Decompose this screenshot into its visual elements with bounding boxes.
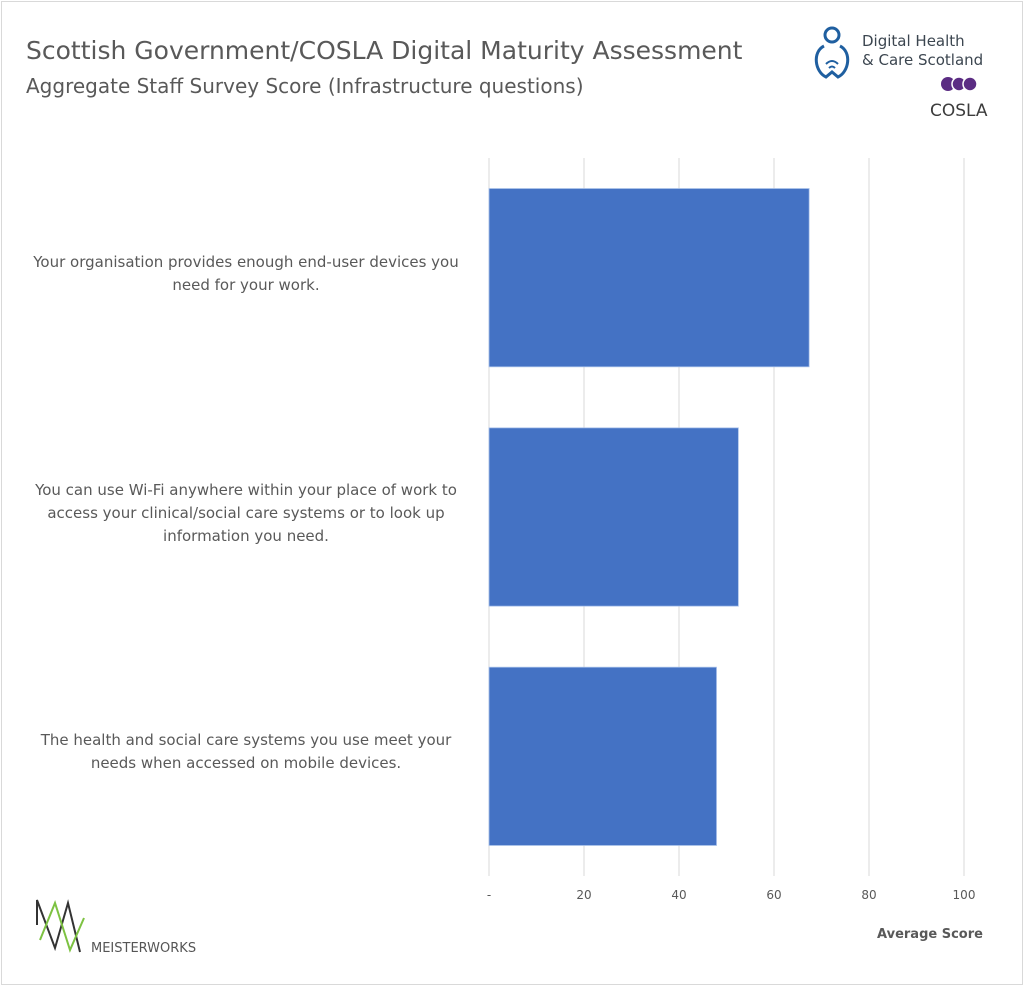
x-tick-label: 80 xyxy=(861,888,877,902)
category-label-line: information you need. xyxy=(163,526,329,545)
category-label-line: access your clinical/social care systems… xyxy=(47,503,445,522)
chart-title: Scottish Government/COSLA Digital Maturi… xyxy=(26,36,743,65)
dhcs-line1: Digital Health xyxy=(862,32,965,50)
category-label: You can use Wi-Fi anywhere within your p… xyxy=(16,479,476,548)
category-label: Your organisation provides enough end-us… xyxy=(16,251,476,297)
category-label-line: needs when accessed on mobile devices. xyxy=(90,754,402,773)
bar xyxy=(488,427,739,607)
category-label-line: The health and social care systems you u… xyxy=(40,731,452,750)
x-tick-label: 20 xyxy=(576,888,592,902)
bar xyxy=(488,666,717,846)
category-label-line: need for your work. xyxy=(172,275,320,294)
dhcs-line2: & Care Scotland xyxy=(862,51,984,69)
x-tick-label: 100 xyxy=(952,888,976,902)
meisterworks-logo-text: MEISTERWORKS xyxy=(91,941,197,956)
category-label-line: Your organisation provides enough end-us… xyxy=(33,252,459,271)
category-label: The health and social care systems you u… xyxy=(16,729,476,775)
dhcs-logo-text: Digital Health & Care Scotland xyxy=(862,32,983,70)
bar xyxy=(488,188,810,368)
x-tick-label: 40 xyxy=(671,888,687,902)
x-tick-label: - xyxy=(486,888,492,902)
x-tick-label: 60 xyxy=(766,888,782,902)
chart-subtitle: Aggregate Staff Survey Score (Infrastruc… xyxy=(26,74,584,98)
x-axis-label: Average Score xyxy=(877,927,983,942)
category-label-line: You can use Wi-Fi anywhere within your p… xyxy=(35,480,457,499)
cosla-logo-text: COSLA xyxy=(930,101,988,121)
